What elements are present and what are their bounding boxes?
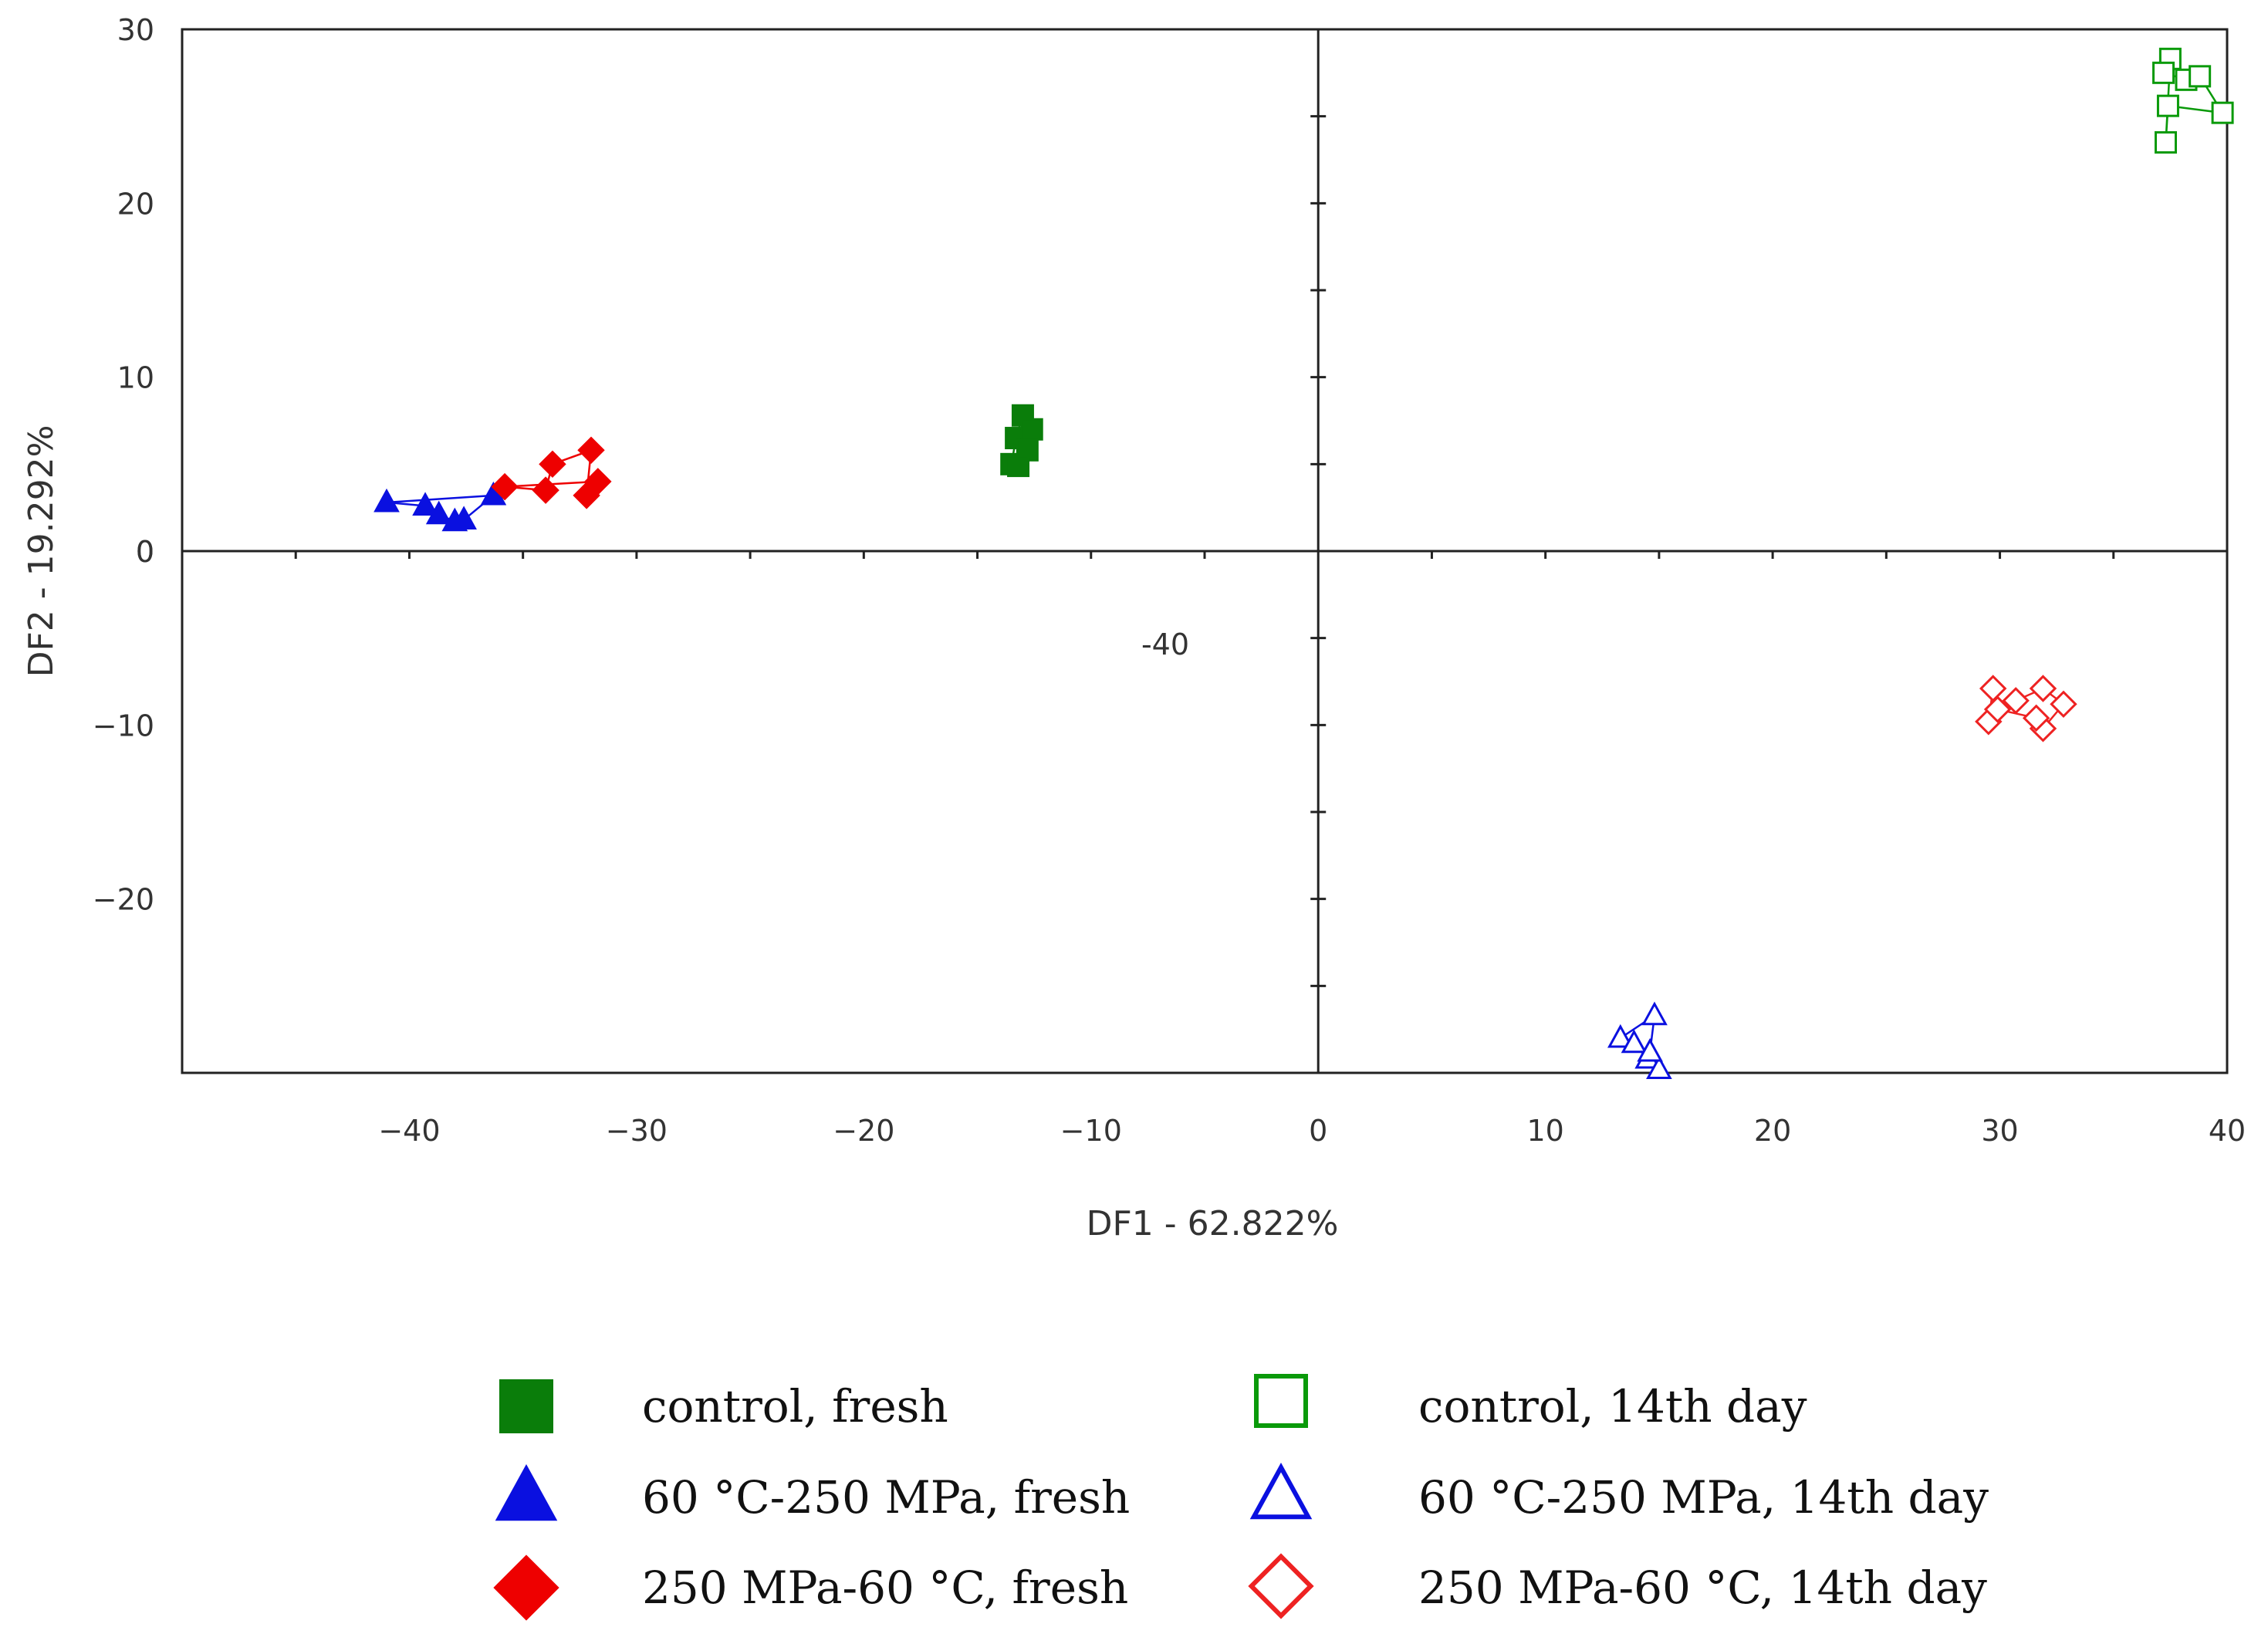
data-point	[2152, 61, 2175, 84]
data-point	[2189, 65, 2212, 88]
x-tick-label: 40	[2209, 1114, 2246, 1148]
legend-marker	[1249, 1462, 1313, 1520]
data-point	[373, 488, 400, 513]
y-tick-label: −10	[93, 709, 154, 743]
legend-marker	[1248, 1553, 1314, 1619]
y-axis-title: DF2 - 19.292%	[22, 425, 61, 678]
y-tick-label: 30	[117, 13, 154, 47]
data-point	[2022, 704, 2050, 732]
data-point	[584, 468, 612, 496]
legend-item: 60 °C-250 MPa, 14th day	[1249, 1462, 1989, 1524]
legend-item: control, fresh	[499, 1379, 948, 1433]
y-tick-label: 10	[117, 361, 154, 395]
stray-label: -40	[1141, 628, 1189, 661]
x-tick-label: 30	[1981, 1114, 2018, 1148]
y-tick-label: −20	[93, 883, 154, 917]
data-point	[539, 450, 566, 479]
data-point	[577, 436, 605, 465]
y-tick-label: 0	[136, 535, 154, 569]
legend: control, fresh 60 °C-250 MPa, fresh 250 MP…	[493, 1374, 1989, 1621]
legend-item: 250 MPa-60 °C, 14th day	[1248, 1553, 1987, 1619]
x-tick-label: 20	[1754, 1114, 1791, 1148]
data-point	[425, 500, 452, 525]
series-3	[2152, 47, 2234, 154]
series-2	[491, 436, 612, 509]
data-point	[451, 506, 477, 529]
x-tick-label: −40	[378, 1114, 440, 1148]
y-tick-label: 0	[136, 535, 154, 569]
data-point	[1637, 1037, 1663, 1062]
legend-label: 60 °C-250 MPa, 14th day	[1418, 1471, 1989, 1524]
data-point	[2029, 675, 2057, 702]
series-layer	[373, 47, 2234, 1080]
legend-label: control, fresh	[642, 1380, 948, 1433]
legend-marker	[493, 1554, 559, 1621]
legend-item: control, 14th day	[1254, 1374, 1807, 1433]
legend-label: control, 14th day	[1418, 1380, 1807, 1433]
data-point	[2002, 687, 2030, 715]
legend-item: 250 MPa-60 °C, fresh	[493, 1554, 1128, 1621]
data-point	[1641, 1001, 1668, 1026]
series-0	[1000, 404, 1043, 478]
data-point	[2156, 94, 2179, 117]
x-tick-label: −20	[833, 1114, 894, 1148]
legend-label: 250 MPa-60 °C, fresh	[642, 1561, 1128, 1614]
data-point	[1007, 455, 1030, 478]
x-axis-title: DF1 - 62.822%	[1087, 1204, 1339, 1243]
data-point	[1607, 1023, 1634, 1048]
legend-marker	[499, 1379, 553, 1433]
data-point	[2211, 101, 2234, 124]
y-tick-label: 20	[117, 187, 154, 221]
x-tick-label: 0	[1309, 1114, 1327, 1148]
data-point	[1621, 1029, 1648, 1054]
data-point	[412, 492, 438, 516]
x-tick-label: 10	[1526, 1114, 1563, 1148]
legend-marker	[495, 1463, 558, 1521]
legend-item: 60 °C-250 MPa, fresh	[495, 1463, 1130, 1524]
data-point	[1983, 695, 2012, 723]
data-point	[1646, 1055, 1672, 1080]
legend-label: 250 MPa-60 °C, 14th day	[1418, 1561, 1987, 1614]
data-point	[1979, 675, 2007, 702]
x-tick-label: −10	[1060, 1114, 1122, 1148]
x-tick-label: −30	[606, 1114, 668, 1148]
data-point	[2050, 690, 2077, 719]
legend-marker	[1254, 1374, 1308, 1428]
series-4	[1607, 1001, 1672, 1080]
data-point	[532, 476, 559, 504]
legend-label: 60 °C-250 MPa, fresh	[642, 1471, 1130, 1524]
data-point	[491, 472, 519, 501]
series-5	[1975, 675, 2077, 743]
data-point	[1020, 418, 1043, 441]
data-point	[2155, 130, 2177, 154]
series-1	[373, 481, 507, 532]
